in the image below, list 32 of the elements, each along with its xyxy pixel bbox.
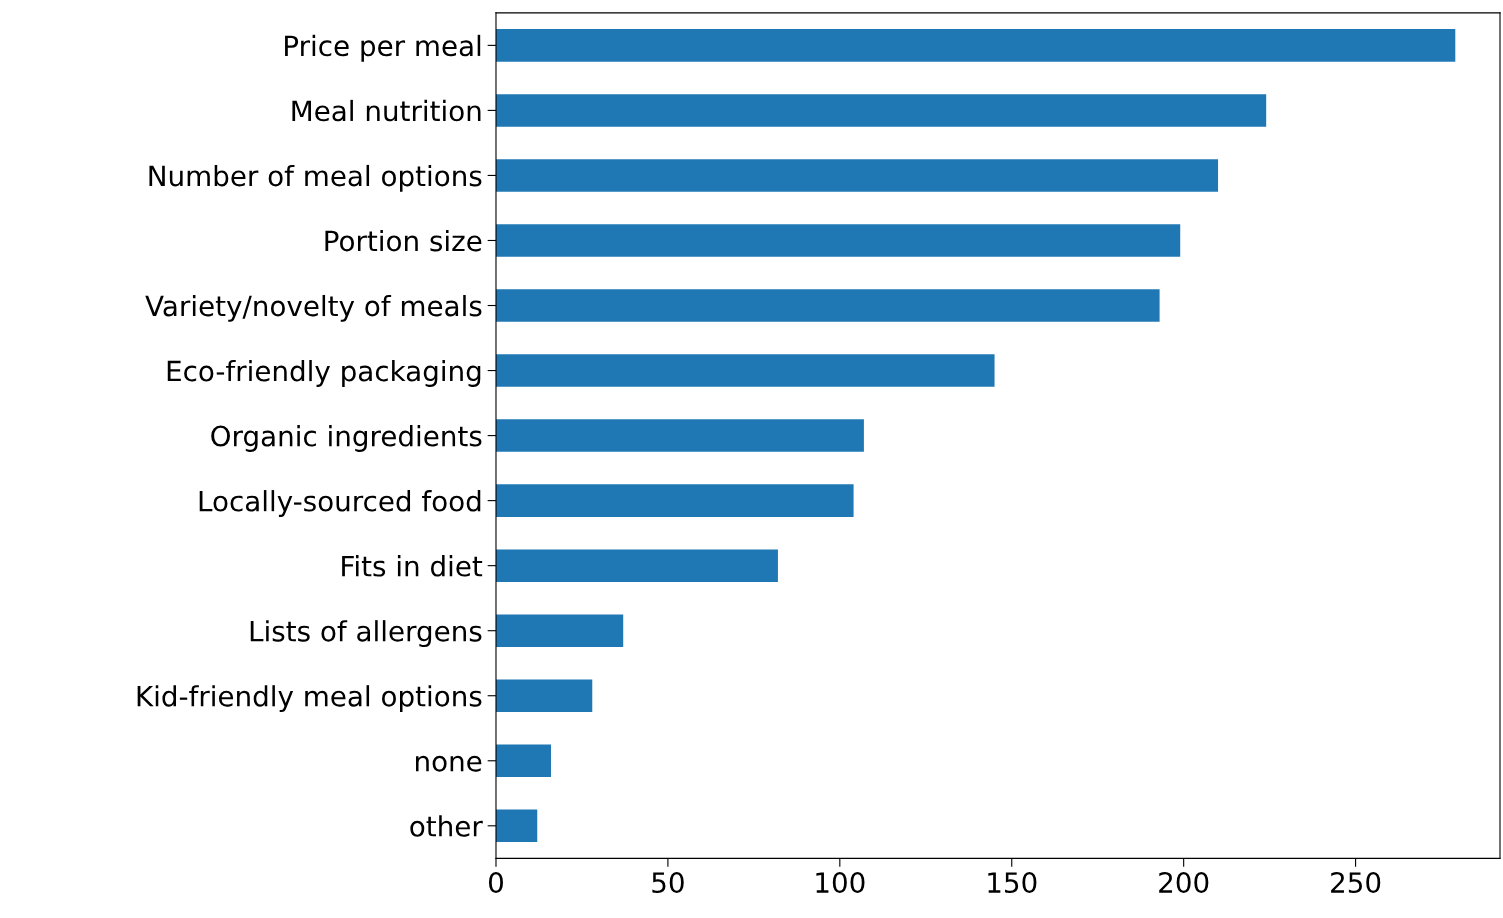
y-tick-label: Locally-sourced food xyxy=(199,490,481,517)
x-tick-label: 0 xyxy=(488,872,503,894)
x-tick-label: 250 xyxy=(1331,872,1381,894)
bar xyxy=(495,289,1160,322)
bar xyxy=(495,484,854,517)
y-tick-label: Variety/novelty of meals xyxy=(145,294,482,322)
bar xyxy=(495,809,538,843)
x-tick-label: 150 xyxy=(988,872,1037,894)
bar xyxy=(495,29,1456,62)
y-tick-label: Meal nutrition xyxy=(292,99,481,122)
y-tick-label: Organic ingredients xyxy=(211,425,482,452)
y-tick-label: Lists of allergens xyxy=(250,620,482,648)
x-tick-label: 100 xyxy=(816,872,865,894)
bar xyxy=(495,679,593,712)
y-tick-label: Kid-friendly meal options xyxy=(137,685,482,713)
x-tick-label: 200 xyxy=(1159,872,1209,894)
bar xyxy=(495,224,1181,257)
bar xyxy=(495,354,995,387)
bar xyxy=(495,614,624,647)
bar xyxy=(495,94,1267,127)
y-tick-label: none xyxy=(416,755,482,772)
bar xyxy=(495,419,864,452)
y-tick-label: Number of meal options xyxy=(149,164,482,192)
bar xyxy=(495,159,1219,192)
x-tick-label: 50 xyxy=(652,872,684,894)
y-tick-label: Price per meal xyxy=(285,34,481,62)
y-tick-label: other xyxy=(410,815,483,837)
bar xyxy=(495,744,551,778)
y-tick-label: Fits in diet xyxy=(342,555,483,577)
y-tick-label: Eco-friendly packaging xyxy=(167,360,481,387)
bar xyxy=(495,549,778,582)
y-tick-label: Portion size xyxy=(325,229,482,252)
